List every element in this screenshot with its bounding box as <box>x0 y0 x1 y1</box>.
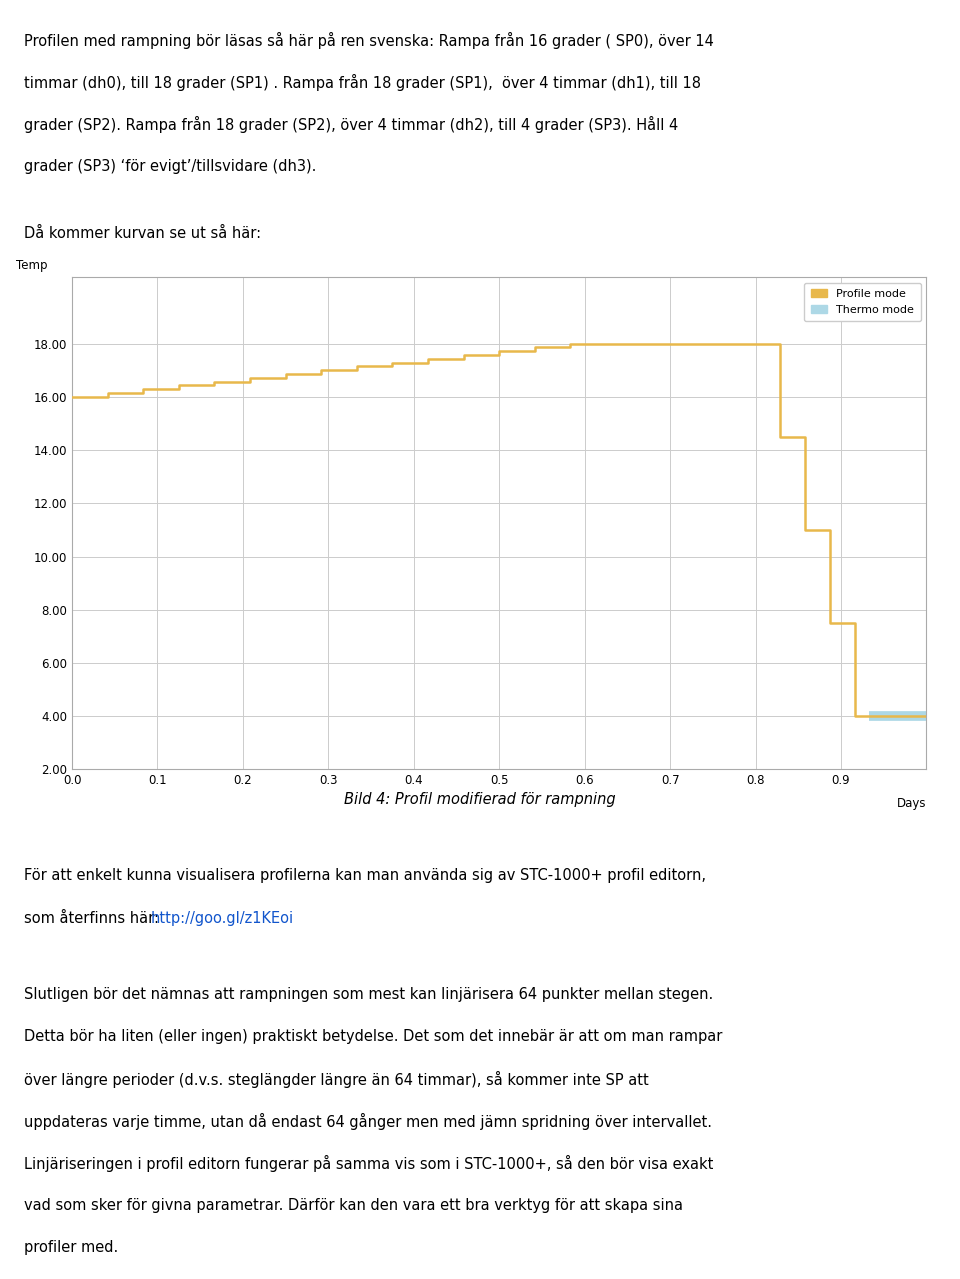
Text: Detta bör ha liten (eller ingen) praktiskt betydelse. Det som det innebär är att: Detta bör ha liten (eller ingen) praktis… <box>24 1028 722 1044</box>
Text: uppdateras varje timme, utan då endast 64 gånger men med jämn spridning över int: uppdateras varje timme, utan då endast 6… <box>24 1113 712 1131</box>
Text: Profilen med rampning bör läsas så här på ren svenska: Rampa från 16 grader ( SP: Profilen med rampning bör läsas så här p… <box>24 32 714 49</box>
Text: grader (SP2). Rampa från 18 grader (SP2), över 4 timmar (dh2), till 4 grader (SP: grader (SP2). Rampa från 18 grader (SP2)… <box>24 116 679 133</box>
Text: profiler med.: profiler med. <box>24 1239 118 1255</box>
Text: För att enkelt kunna visualisera profilerna kan man använda sig av STC-1000+ pro: För att enkelt kunna visualisera profile… <box>24 868 706 884</box>
Text: vad som sker för givna parametrar. Därför kan den vara ett bra verktyg för att s: vad som sker för givna parametrar. Därfö… <box>24 1197 683 1212</box>
Text: som återfinns här:: som återfinns här: <box>24 911 163 926</box>
Text: Då kommer kurvan se ut så här:: Då kommer kurvan se ut så här: <box>24 226 261 242</box>
Text: över längre perioder (d.v.s. steglängder längre än 64 timmar), så kommer inte SP: över längre perioder (d.v.s. steglängder… <box>24 1071 649 1088</box>
Text: Bild 4: Profil modifierad för rampning: Bild 4: Profil modifierad för rampning <box>345 793 615 807</box>
Text: Temp: Temp <box>16 260 48 272</box>
Text: Slutligen bör det nämnas att rampningen som mest kan linjärisera 64 punkter mell: Slutligen bör det nämnas att rampningen … <box>24 986 713 1001</box>
Text: Days: Days <box>897 797 926 810</box>
Text: http://goo.gl/z1KEoi: http://goo.gl/z1KEoi <box>151 911 294 926</box>
Legend: Profile mode, Thermo mode: Profile mode, Thermo mode <box>804 283 921 321</box>
Text: timmar (dh0), till 18 grader (SP1) . Rampa från 18 grader (SP1),  över 4 timmar : timmar (dh0), till 18 grader (SP1) . Ram… <box>24 74 701 91</box>
Text: grader (SP3) ‘för evigt’/tillsvidare (dh3).: grader (SP3) ‘för evigt’/tillsvidare (dh… <box>24 159 317 174</box>
Text: Linjäriseringen i profil editorn fungerar på samma vis som i STC-1000+, så den b: Linjäriseringen i profil editorn fungera… <box>24 1155 713 1173</box>
